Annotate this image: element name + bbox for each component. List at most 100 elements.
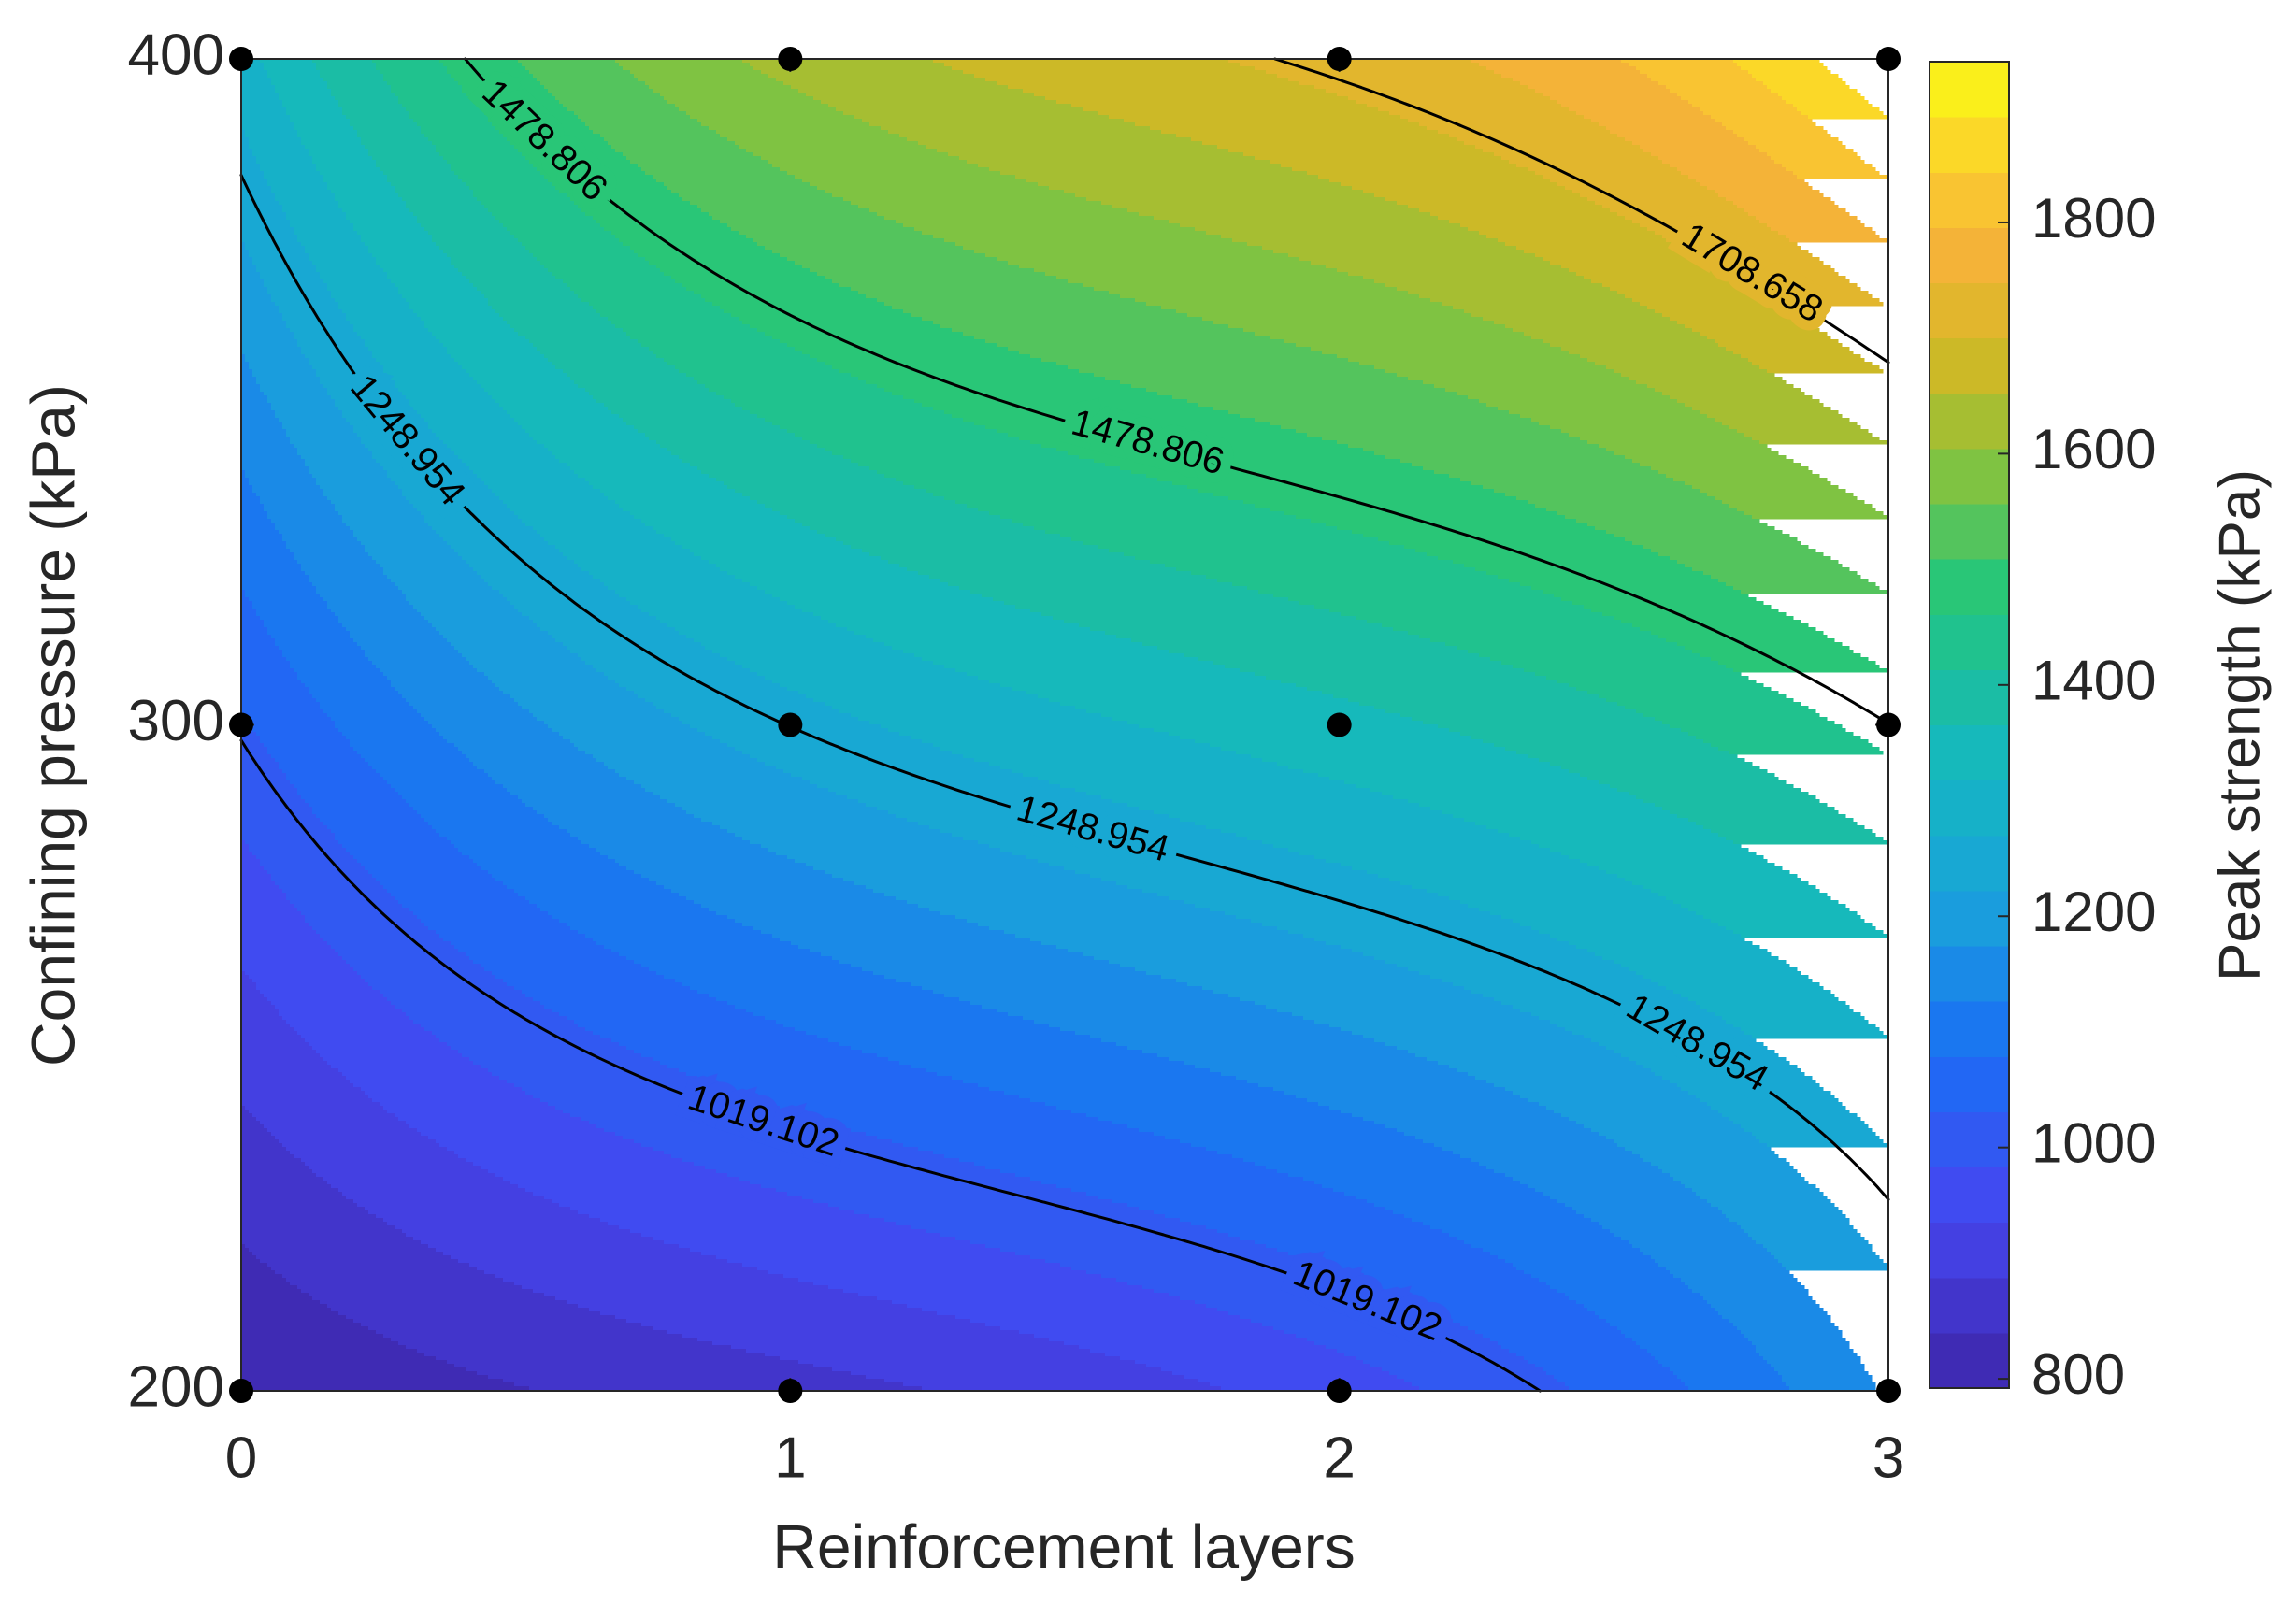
contour-band — [312, 1296, 556, 1301]
contour-band — [1169, 1293, 1398, 1297]
contour-band — [1561, 766, 1760, 770]
contour-band — [1165, 564, 1465, 568]
contour-band — [866, 803, 1128, 808]
contour-band — [428, 425, 523, 430]
contour-band — [271, 874, 373, 879]
data-point — [778, 47, 803, 71]
contour-band — [488, 582, 605, 587]
contour-band — [241, 792, 298, 796]
contour-band — [380, 990, 523, 995]
contour-band — [1344, 1192, 1543, 1196]
contour-band — [1632, 141, 1749, 146]
contour-band — [1079, 1345, 1327, 1350]
contour-band — [241, 1270, 276, 1275]
contour-band — [1531, 840, 1734, 845]
contour-band — [656, 706, 833, 710]
contour-band — [488, 1375, 867, 1380]
contour-band — [1692, 1289, 1809, 1294]
contour-band — [380, 668, 478, 673]
contour-band — [241, 70, 268, 75]
contour-band — [581, 119, 698, 123]
contour-band — [473, 283, 567, 288]
contour-band — [1707, 186, 1813, 191]
contour-band — [241, 104, 283, 108]
contour-band — [1550, 343, 1719, 348]
contour-band — [1629, 1057, 1787, 1062]
contour-band — [1490, 657, 1712, 662]
contour-band — [574, 743, 728, 748]
contour-band — [241, 1285, 298, 1290]
contour-band — [623, 418, 766, 422]
contour-band — [327, 186, 395, 191]
contour-band — [1442, 979, 1652, 983]
contour-band — [1681, 1087, 1824, 1092]
contour-band — [323, 489, 403, 494]
contour-band — [1741, 1027, 1880, 1032]
contour-band — [301, 347, 369, 351]
contour-band — [540, 81, 646, 86]
contour-band — [267, 627, 347, 632]
contour-band — [241, 844, 250, 849]
contour-band — [353, 1199, 552, 1204]
contour-band — [297, 1285, 523, 1290]
contour-band — [454, 844, 590, 849]
contour-band — [686, 635, 867, 639]
contour-band — [1206, 1304, 1424, 1309]
contour-band — [252, 852, 351, 856]
contour-band — [267, 870, 369, 875]
contour-band — [1445, 1315, 1600, 1320]
contour-band — [570, 466, 698, 471]
contour-band — [256, 986, 373, 991]
contour-band — [406, 201, 481, 206]
contour-band — [585, 751, 743, 755]
contour-band — [1154, 728, 1450, 733]
contour-band — [241, 1315, 347, 1320]
contour-band — [1139, 724, 1439, 729]
contour-band — [443, 250, 530, 254]
contour-band — [305, 1162, 474, 1167]
contour-band — [1169, 650, 1469, 654]
contour-band — [409, 115, 489, 120]
contour-band — [922, 317, 1203, 322]
contour-band — [1135, 298, 1431, 303]
contour-band — [428, 926, 571, 931]
contour-band — [402, 1009, 552, 1013]
contour-band — [383, 885, 508, 890]
contour-band — [712, 216, 885, 221]
contour-band — [503, 1177, 739, 1181]
contour-band — [1322, 1184, 1528, 1189]
contour-band — [346, 317, 422, 322]
contour-band — [1056, 448, 1364, 452]
contour-band — [312, 160, 377, 165]
contour-band — [245, 1106, 384, 1110]
contour-band — [1098, 545, 1405, 550]
contour-band — [241, 377, 257, 381]
contour-band — [241, 923, 309, 927]
contour-band — [1449, 474, 1667, 479]
contour-band — [1554, 1110, 1719, 1114]
contour-band — [1576, 519, 1760, 523]
contour-band — [997, 343, 1297, 348]
contour-band — [402, 489, 493, 494]
contour-band — [417, 915, 552, 920]
contour-band — [252, 489, 324, 494]
contour-band — [989, 926, 1278, 931]
contour-band — [1763, 1356, 1861, 1361]
contour-band — [331, 500, 410, 505]
contour-band — [327, 392, 403, 396]
contour-band — [458, 175, 545, 179]
contour-band — [1255, 1001, 1502, 1006]
contour-band — [1726, 582, 1876, 587]
contour-band — [383, 78, 455, 82]
contour-band — [671, 537, 837, 542]
contour-band — [1501, 156, 1659, 161]
contour-band — [1505, 1087, 1682, 1092]
contour-band — [1741, 1225, 1854, 1230]
contour-band — [316, 167, 380, 172]
contour-band — [357, 751, 463, 755]
contour-band — [1255, 1240, 1465, 1245]
contour-band — [1326, 859, 1581, 864]
contour-band — [241, 866, 265, 871]
contour-band — [241, 519, 272, 523]
contour-band — [1453, 1319, 1607, 1324]
